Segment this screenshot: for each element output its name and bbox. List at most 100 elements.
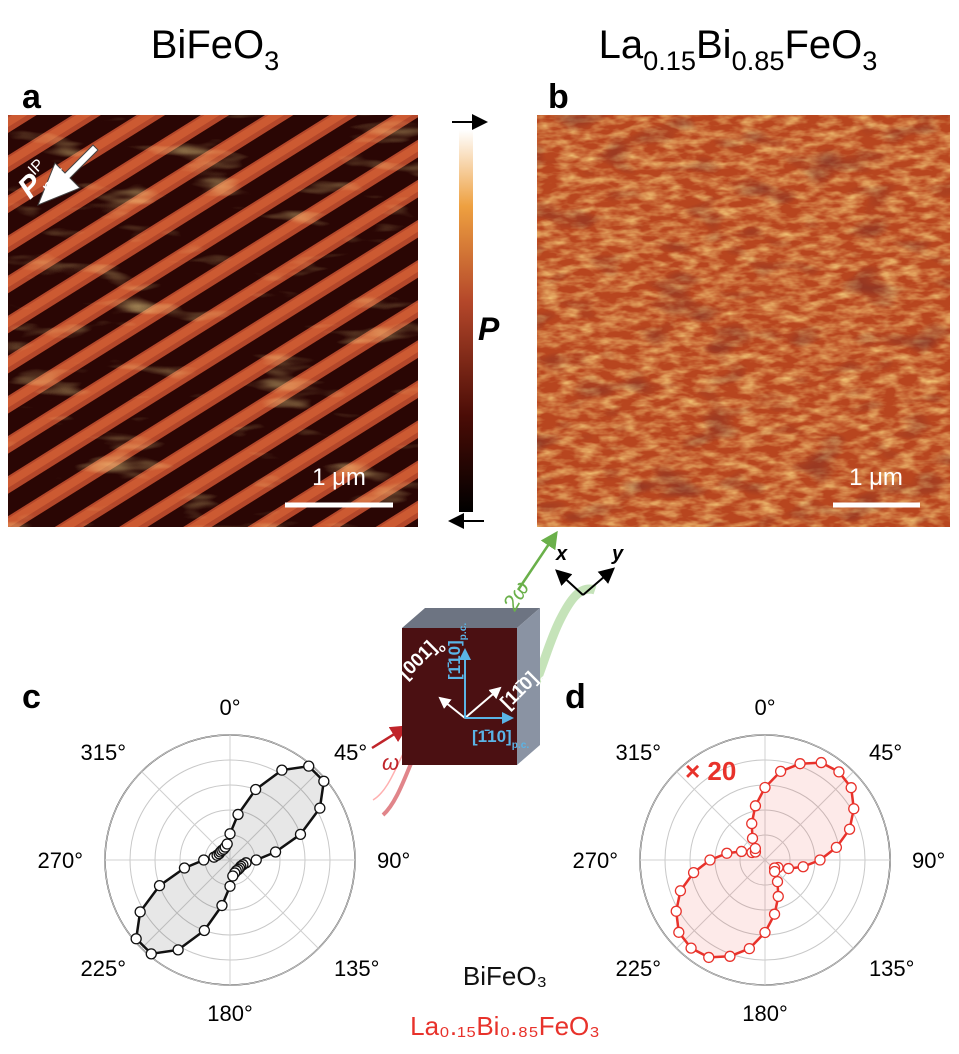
data-point xyxy=(217,901,227,911)
data-point xyxy=(704,952,714,962)
data-point xyxy=(135,907,145,917)
data-point xyxy=(233,809,243,819)
data-point xyxy=(725,951,735,961)
shg-wave xyxy=(535,589,595,685)
data-point xyxy=(131,934,141,944)
data-point xyxy=(783,864,793,874)
data-point xyxy=(845,824,855,834)
data-point xyxy=(744,944,754,954)
data-point xyxy=(671,906,681,916)
data-point xyxy=(705,855,715,865)
data-point xyxy=(776,766,786,776)
data-point xyxy=(750,801,760,811)
scale-bar-label: 1 μm xyxy=(849,464,903,491)
data-point xyxy=(304,761,314,771)
axis-label: x xyxy=(555,543,568,565)
data-point xyxy=(674,927,684,937)
data-point xyxy=(773,891,783,901)
data-point xyxy=(773,877,783,887)
panel-letter: b xyxy=(548,78,569,116)
data-point xyxy=(222,839,232,849)
wave-label: ω xyxy=(382,750,399,775)
formula-part: 0.85 xyxy=(732,45,785,76)
label-main: [1̄10] xyxy=(472,727,512,746)
formula-part: 3 xyxy=(862,45,877,76)
data-point xyxy=(760,783,770,793)
data-point xyxy=(816,758,826,768)
formula-part: 3 xyxy=(264,45,279,76)
legend-entry: La₀.₁₅Bi₀.₈₅FeO₃ xyxy=(410,1011,600,1041)
theta-tick-label: 180° xyxy=(742,1001,788,1026)
theta-tick-label: 90° xyxy=(912,848,945,873)
data-point xyxy=(225,829,235,839)
panel-title: BiFeO3 xyxy=(151,23,279,76)
formula-part: La xyxy=(599,23,644,67)
data-point xyxy=(747,819,757,829)
colorbar xyxy=(459,130,473,512)
data-point xyxy=(686,943,696,953)
theta-tick-label: 90° xyxy=(377,848,410,873)
axis-label: y xyxy=(611,543,624,565)
theta-tick-label: 225° xyxy=(616,956,662,981)
input-arrow xyxy=(372,728,404,748)
data-point xyxy=(846,783,856,793)
label-main: [1̄10] xyxy=(445,640,464,680)
data-point xyxy=(795,759,805,769)
theta-tick-label: 135° xyxy=(334,956,380,981)
formula-part: BiFeO xyxy=(151,23,264,67)
data-point xyxy=(155,881,165,891)
data-point xyxy=(737,846,747,856)
data-point xyxy=(295,829,305,839)
data-point xyxy=(228,871,238,881)
data-point xyxy=(770,866,780,876)
data-point xyxy=(199,855,209,865)
data-point xyxy=(675,886,685,896)
lab-axis-x xyxy=(558,572,583,595)
data-point xyxy=(251,785,261,795)
panel-title: La0.15Bi0.85FeO3 xyxy=(599,23,878,76)
data-point xyxy=(199,925,209,935)
data-point xyxy=(315,803,325,813)
scale-bar-label: 1 μm xyxy=(312,464,366,491)
theta-tick-label: 45° xyxy=(334,740,367,765)
label-sub: p.c. xyxy=(458,623,469,641)
data-point xyxy=(173,945,183,955)
theta-tick-label: 135° xyxy=(869,956,915,981)
data-point xyxy=(798,862,808,872)
data-point xyxy=(760,928,770,938)
data-point xyxy=(271,847,281,857)
figure: BiFeO3La0.15Bi0.85FeO3abcd1 μm1 μmPPIPne… xyxy=(0,0,959,1054)
data-point xyxy=(849,804,859,814)
panel-letter: a xyxy=(22,78,42,116)
theta-tick-label: 180° xyxy=(207,1001,253,1026)
annotation: × 20 xyxy=(685,756,736,786)
theta-tick-label: 315° xyxy=(81,740,127,765)
data-point xyxy=(277,765,287,775)
data-point xyxy=(748,833,758,843)
output-arrow xyxy=(518,535,555,590)
theta-tick-label: 315° xyxy=(616,740,662,765)
label-sub: p.c. xyxy=(512,740,530,751)
panel-letter: d xyxy=(565,678,586,716)
data-point xyxy=(750,844,760,854)
data-point xyxy=(179,863,189,873)
data-point xyxy=(834,767,844,777)
data-point xyxy=(251,855,261,865)
data-point xyxy=(689,868,699,878)
theta-tick-label: 0° xyxy=(219,695,240,720)
colorbar-label: P xyxy=(478,311,500,347)
theta-tick-label: 0° xyxy=(754,695,775,720)
theta-tick-label: 225° xyxy=(81,956,127,981)
theta-tick-label: 45° xyxy=(869,740,902,765)
data-point xyxy=(770,909,780,919)
theta-tick-label: 270° xyxy=(37,848,83,873)
data-point xyxy=(815,855,825,865)
legend-entry: BiFeO₃ xyxy=(463,961,547,991)
formula-part: Bi xyxy=(696,23,732,67)
formula-part: 0.15 xyxy=(643,45,696,76)
theta-tick-label: 270° xyxy=(572,848,618,873)
data-point xyxy=(722,848,732,858)
data-point xyxy=(319,776,329,786)
panel-letter: c xyxy=(22,678,41,716)
data-point xyxy=(225,881,235,891)
